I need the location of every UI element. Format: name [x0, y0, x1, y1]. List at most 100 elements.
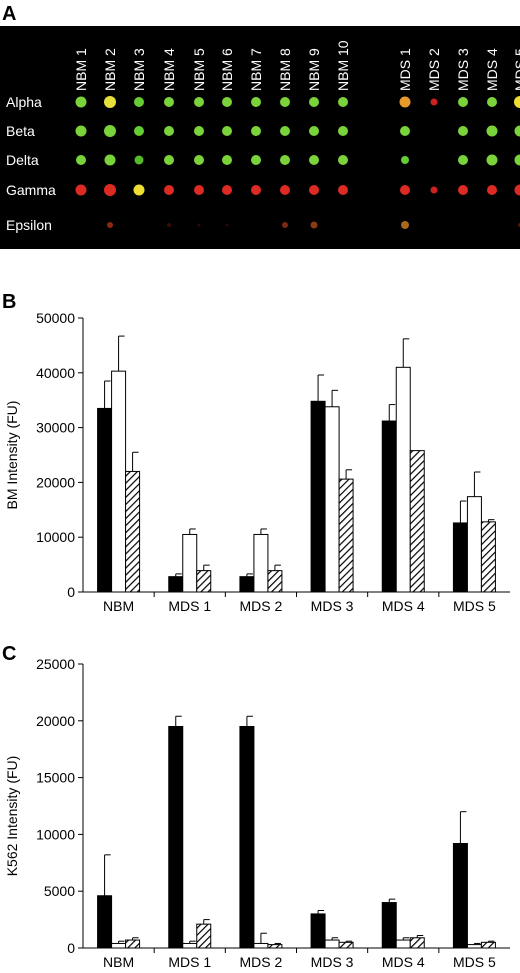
bar: [125, 939, 141, 949]
bar: [409, 450, 425, 593]
array-spot: [225, 223, 229, 227]
array-spot: [251, 185, 261, 195]
array-spot: [487, 97, 497, 107]
array-spot: [75, 125, 87, 137]
array-spot: [514, 96, 520, 108]
array-row-label: Epsilon: [6, 217, 52, 233]
bar: [409, 937, 425, 949]
chart-c-ylabel: K562 Intensity (FU): [4, 756, 20, 877]
bar: [111, 370, 127, 593]
array-spot: [134, 126, 144, 136]
array-spot: [222, 155, 232, 165]
bar: [395, 939, 411, 949]
array-sample-label: MDS 1: [397, 48, 413, 91]
array-spot: [104, 96, 116, 108]
bar: [381, 902, 397, 949]
chart-b-ylabel: BM Intensity (FU): [4, 401, 20, 510]
array-spot: [338, 97, 348, 107]
array-spot: [399, 96, 411, 108]
array-spot: [458, 126, 468, 136]
panel-b-letter: B: [2, 291, 16, 313]
panel-a-letter: A: [2, 3, 16, 25]
array-sample-label: NBM 4: [161, 48, 177, 91]
array-sample-label: NBM 7: [248, 48, 264, 91]
array-sample-label: MDS 5: [512, 48, 520, 91]
array-spot: [280, 185, 290, 195]
array-spot: [164, 155, 174, 165]
array-spot: [430, 98, 438, 106]
array-spot: [194, 126, 204, 136]
y-tick-label: 40000: [36, 365, 75, 381]
bar: [310, 400, 326, 593]
bar: [381, 420, 397, 593]
array-spot: [222, 185, 232, 195]
y-tick-label: 10000: [36, 826, 75, 842]
y-tick-label: 30000: [36, 420, 75, 436]
y-tick-label: 10000: [36, 529, 75, 545]
bar: [125, 470, 141, 593]
y-tick-label: 15000: [36, 770, 75, 786]
bar: [310, 913, 326, 949]
array-spot: [251, 97, 261, 107]
x-tick-label: MDS 5: [453, 954, 496, 970]
x-tick-label: MDS 3: [311, 954, 354, 970]
array-spot: [194, 155, 204, 165]
array-sample-label: NBM 10: [335, 40, 351, 91]
array-spot: [251, 126, 261, 136]
array-row-label: Delta: [6, 152, 39, 168]
array-spot: [458, 97, 468, 107]
array-spot: [167, 223, 171, 227]
array-spot: [487, 185, 497, 195]
array-spot: [104, 125, 116, 137]
x-tick-label: MDS 4: [382, 598, 425, 614]
array-spot: [310, 221, 318, 229]
array-spot: [75, 96, 87, 108]
bar: [168, 725, 184, 949]
array-layer: NBM 1 NBM 2 NBM 3 NBM 4 NBM 5 NBM 6 NBM 7 NBM 8…: [6, 40, 520, 233]
bar: [452, 522, 468, 593]
array-row-label: Alpha: [6, 94, 42, 110]
bar: [97, 895, 113, 949]
array-sample-label: MDS 4: [484, 48, 500, 91]
array-spot: [514, 154, 520, 166]
array-sample-label: NBM 8: [277, 48, 293, 91]
bar: [338, 478, 354, 593]
array-spot: [401, 221, 409, 229]
array-spot: [282, 222, 288, 228]
array-sample-label: NBM 9: [306, 48, 322, 91]
array-spot: [430, 186, 438, 194]
array-spot: [197, 223, 201, 227]
array-spot: [134, 155, 144, 165]
y-tick-label: 20000: [36, 474, 75, 490]
bar: [253, 533, 269, 593]
bar: [480, 941, 496, 949]
x-tick-label: MDS 1: [168, 954, 211, 970]
array-spot: [458, 155, 468, 165]
x-tick-label: MDS 3: [311, 598, 354, 614]
array-spot: [486, 125, 498, 137]
bar: [111, 942, 127, 949]
y-tick-label: 5000: [44, 883, 75, 899]
bar: [338, 941, 354, 949]
bar: [253, 942, 269, 949]
array-spot: [338, 185, 348, 195]
bar: [466, 496, 482, 593]
array-spot: [164, 97, 174, 107]
array-spot: [400, 126, 410, 136]
array-spot: [458, 185, 468, 195]
array-spot: [280, 97, 290, 107]
array-sample-label: MDS 2: [426, 48, 442, 91]
bar: [97, 407, 113, 593]
bar: [267, 570, 283, 593]
y-tick-label: 0: [67, 584, 75, 600]
bar: [196, 570, 212, 593]
y-tick-label: 50000: [36, 310, 75, 326]
array-spot: [338, 126, 348, 136]
array-spot: [75, 184, 87, 196]
array-spot: [309, 126, 319, 136]
array-row-label: Beta: [6, 123, 35, 139]
bar: [182, 942, 198, 949]
array-spot: [309, 185, 319, 195]
bar: [182, 533, 198, 593]
